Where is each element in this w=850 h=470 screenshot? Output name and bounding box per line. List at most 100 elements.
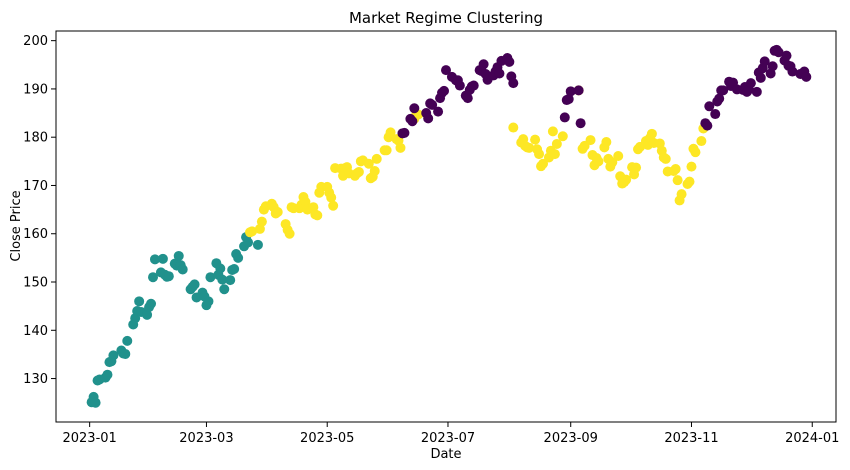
data-point-cluster-2 (660, 153, 671, 164)
data-point-cluster-0 (787, 66, 798, 77)
data-point-cluster-2 (601, 137, 612, 148)
data-point-cluster-1 (233, 252, 244, 263)
data-point-cluster-0 (494, 68, 505, 79)
y-tick-label: 150 (23, 276, 48, 291)
data-point-cluster-2 (328, 200, 339, 211)
x-tick-label: 2023-03 (179, 431, 233, 446)
data-point-cluster-0 (755, 72, 766, 83)
y-tick-label: 140 (23, 324, 48, 339)
data-point-cluster-0 (407, 116, 418, 127)
data-point-cluster-0 (704, 101, 715, 112)
data-point-cluster-2 (551, 138, 562, 149)
data-point-cluster-1 (252, 239, 263, 250)
data-point-cluster-2 (646, 128, 657, 139)
data-point-cluster-0 (427, 99, 438, 110)
chart-title: Market Regime Clustering (349, 9, 543, 27)
data-point-cluster-2 (284, 228, 295, 239)
data-point-cluster-0 (504, 56, 515, 67)
data-point-cluster-0 (745, 78, 756, 89)
data-point-cluster-2 (631, 162, 642, 173)
data-point-cluster-2 (353, 166, 364, 177)
x-axis-label: Date (430, 447, 461, 462)
data-point-cluster-0 (454, 80, 465, 91)
data-point-cluster-1 (229, 263, 240, 274)
data-point-cluster-0 (508, 78, 519, 89)
data-point-cluster-0 (575, 118, 586, 129)
data-point-cluster-2 (593, 156, 604, 167)
data-point-cluster-1 (225, 275, 236, 286)
data-point-cluster-0 (767, 61, 778, 72)
data-point-cluster-2 (696, 136, 707, 147)
data-point-cluster-0 (759, 56, 770, 67)
data-point-cluster-2 (684, 176, 695, 187)
data-point-cluster-1 (134, 296, 145, 307)
data-point-cluster-2 (585, 135, 596, 146)
y-tick-label: 180 (23, 131, 48, 146)
data-point-cluster-2 (672, 175, 683, 186)
data-point-cluster-1 (205, 272, 216, 283)
data-point-cluster-1 (120, 348, 131, 359)
data-point-cluster-2 (395, 142, 406, 153)
data-point-cluster-0 (801, 71, 812, 82)
data-point-cluster-0 (559, 112, 570, 123)
data-point-cluster-1 (122, 335, 133, 346)
y-axis-label: Close Price (9, 190, 24, 261)
data-point-cluster-1 (148, 272, 159, 283)
data-point-cluster-0 (773, 47, 784, 58)
data-point-cluster-2 (300, 196, 311, 207)
data-point-cluster-0 (439, 85, 450, 96)
data-point-cluster-2 (530, 134, 541, 145)
data-point-cluster-2 (690, 147, 701, 158)
data-point-cluster-1 (177, 264, 188, 275)
data-point-cluster-2 (670, 164, 681, 175)
data-point-cluster-1 (102, 369, 113, 380)
data-point-cluster-1 (189, 279, 200, 290)
data-point-cluster-2 (385, 127, 396, 138)
data-point-cluster-2 (256, 216, 267, 227)
data-point-cluster-1 (146, 298, 157, 309)
data-point-cluster-0 (751, 86, 762, 97)
data-point-cluster-0 (423, 113, 434, 124)
data-point-cluster-2 (369, 165, 380, 176)
data-point-cluster-0 (565, 86, 576, 97)
data-point-cluster-2 (686, 161, 697, 172)
data-point-cluster-1 (217, 274, 228, 285)
data-point-cluster-1 (90, 397, 101, 408)
data-point-cluster-2 (547, 126, 558, 137)
data-point-cluster-0 (441, 65, 451, 76)
x-tick-label: 2023-07 (421, 431, 475, 446)
data-point-cluster-0 (781, 50, 792, 61)
data-point-cluster-2 (371, 153, 382, 164)
data-point-cluster-1 (163, 271, 174, 282)
data-point-cluster-2 (538, 158, 549, 169)
data-point-cluster-1 (108, 350, 119, 361)
x-tick-label: 2023-01 (62, 431, 116, 446)
data-point-cluster-0 (433, 106, 444, 117)
data-point-cluster-1 (219, 284, 230, 295)
data-point-cluster-1 (142, 309, 153, 320)
data-point-cluster-0 (409, 103, 420, 114)
x-tick-label: 2023-11 (664, 431, 718, 446)
data-point-cluster-2 (326, 192, 337, 203)
data-point-cluster-0 (399, 127, 410, 138)
data-point-cluster-0 (478, 59, 489, 70)
data-point-cluster-2 (272, 207, 283, 218)
x-tick-label: 2023-05 (300, 431, 354, 446)
data-point-cluster-2 (676, 189, 687, 200)
x-tick-label: 2023-09 (544, 431, 598, 446)
y-tick-label: 170 (23, 179, 48, 194)
y-tick-label: 160 (23, 227, 48, 242)
data-point-cluster-0 (468, 80, 479, 91)
y-tick-label: 190 (23, 82, 48, 97)
data-point-cluster-2 (621, 174, 632, 185)
data-point-cluster-0 (563, 94, 574, 105)
data-point-cluster-2 (381, 145, 392, 156)
points-layer (86, 44, 812, 408)
y-tick-label: 130 (23, 372, 48, 387)
data-point-cluster-0 (714, 93, 725, 104)
data-point-cluster-2 (607, 157, 618, 168)
data-point-cluster-2 (312, 210, 323, 221)
data-point-cluster-1 (173, 250, 184, 261)
y-axis: 130 140 150 160 170 180 190 200 (23, 34, 56, 387)
